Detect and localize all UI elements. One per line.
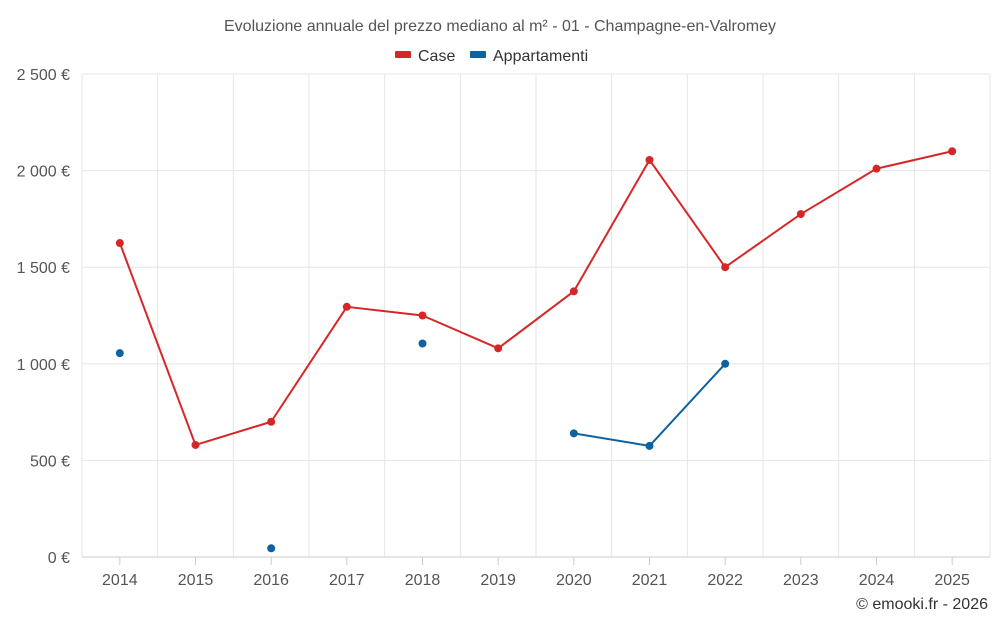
axes: 0 € 500 € 1 000 € 1 500 € 2 000 € 2 500 € 2014… — [17, 67, 990, 589]
x-tick-label: 2016 — [253, 572, 289, 589]
y-tick-label: 2 000 € — [17, 164, 70, 181]
data-point-case-2018[interactable] — [418, 311, 427, 320]
legend: Case Appartamenti — [395, 48, 588, 65]
data-point-appartamenti-2018[interactable] — [418, 339, 427, 348]
chart-title: Evoluzione annuale del prezzo mediano al… — [224, 18, 776, 35]
legend-label-appartamenti: Appartamenti — [493, 48, 588, 65]
x-tick-label: 2020 — [556, 572, 592, 589]
legend-swatch-appartamenti — [470, 51, 486, 58]
data-point-case-2017[interactable] — [342, 302, 351, 311]
series-appartamenti — [115, 339, 730, 553]
legend-label-case: Case — [418, 48, 455, 65]
y-tick-label: 1 000 € — [17, 357, 70, 374]
data-point-appartamenti-2016[interactable] — [267, 544, 276, 553]
x-tick-label: 2025 — [934, 572, 970, 589]
x-tick-label: 2022 — [707, 572, 743, 589]
x-tick-label: 2017 — [329, 572, 365, 589]
legend-swatch-case — [395, 51, 411, 58]
series — [115, 147, 957, 553]
y-tick-label: 500 € — [30, 453, 70, 470]
data-point-case-2020[interactable] — [569, 287, 578, 296]
data-point-case-2025[interactable] — [948, 147, 957, 156]
legend-item-case[interactable]: Case — [395, 48, 455, 65]
legend-item-appartamenti[interactable]: Appartamenti — [470, 48, 588, 65]
grid — [81, 73, 991, 557]
data-point-case-2024[interactable] — [872, 164, 881, 173]
x-tick-label: 2023 — [783, 572, 819, 589]
data-point-case-2022[interactable] — [721, 263, 730, 272]
data-point-case-2015[interactable] — [191, 440, 200, 449]
data-point-case-2019[interactable] — [494, 344, 503, 353]
x-tick-label: 2014 — [102, 572, 138, 589]
data-point-case-2014[interactable] — [115, 239, 124, 248]
data-point-appartamenti-2014[interactable] — [115, 349, 124, 358]
data-point-case-2021[interactable] — [645, 155, 654, 164]
data-point-appartamenti-2021[interactable] — [645, 441, 654, 450]
y-tick-label: 0 € — [48, 550, 70, 567]
credit-text: © emooki.fr - 2026 — [856, 596, 988, 613]
data-point-appartamenti-2020[interactable] — [569, 429, 578, 438]
data-point-case-2023[interactable] — [796, 210, 805, 219]
x-tick-label: 2024 — [859, 572, 895, 589]
x-tick-label: 2015 — [178, 572, 214, 589]
x-tick-label: 2021 — [632, 572, 668, 589]
y-tick-label: 1 500 € — [17, 260, 70, 277]
series-line-case — [118, 150, 953, 446]
series-case — [115, 147, 957, 449]
x-tick-label: 2018 — [405, 572, 441, 589]
data-point-case-2016[interactable] — [267, 417, 276, 426]
y-tick-label: 2 500 € — [17, 67, 70, 84]
data-point-appartamenti-2022[interactable] — [721, 359, 730, 368]
x-tick-label: 2019 — [480, 572, 516, 589]
series-line-appartamenti — [573, 363, 726, 447]
